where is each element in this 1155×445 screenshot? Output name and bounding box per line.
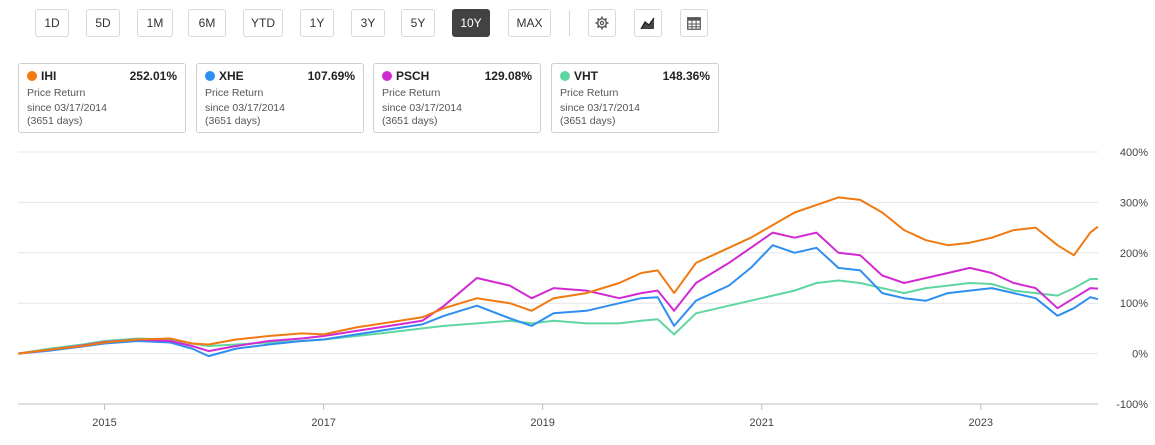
range-1d-button[interactable]: 1D bbox=[35, 9, 69, 37]
ticker-label: XHE bbox=[219, 69, 244, 83]
series-color-dot bbox=[382, 71, 392, 81]
range-ytd-button[interactable]: YTD bbox=[243, 9, 283, 37]
y-tick-label: 200% bbox=[1120, 248, 1148, 260]
series-line-ihi[interactable] bbox=[17, 196, 1099, 355]
toolbar-divider bbox=[569, 10, 570, 36]
x-tick-label: 2021 bbox=[749, 417, 773, 429]
legend-card-ihi[interactable]: IHI 252.01% Price Return since 03/17/201… bbox=[18, 63, 186, 133]
days-count: (3651 days) bbox=[382, 115, 438, 127]
since-date: since 03/17/2014 bbox=[27, 102, 107, 114]
series-color-dot bbox=[560, 71, 570, 81]
y-tick-label: 100% bbox=[1120, 298, 1148, 310]
chart-type-icon bbox=[640, 17, 655, 30]
range-5y-button[interactable]: 5Y bbox=[401, 9, 435, 37]
legend-card-xhe[interactable]: XHE 107.69% Price Return since 03/17/201… bbox=[196, 63, 364, 133]
return-value: 252.01% bbox=[129, 69, 177, 83]
y-tick-label: 300% bbox=[1120, 197, 1148, 209]
table-view-button[interactable] bbox=[680, 9, 708, 37]
since-date: since 03/17/2014 bbox=[205, 102, 285, 114]
return-type-label: Price Return bbox=[382, 87, 441, 99]
toolbar: 1D 5D 1M 6M YTD 1Y 3Y 5Y 10Y MAX bbox=[0, 0, 1155, 48]
return-type-label: Price Return bbox=[205, 87, 264, 99]
return-type-label: Price Return bbox=[27, 87, 86, 99]
since-date: since 03/17/2014 bbox=[382, 102, 462, 114]
days-count: (3651 days) bbox=[27, 115, 83, 127]
range-5d-button[interactable]: 5D bbox=[86, 9, 120, 37]
range-6m-button[interactable]: 6M bbox=[188, 9, 226, 37]
days-count: (3651 days) bbox=[560, 115, 616, 127]
series-color-dot bbox=[27, 71, 37, 81]
range-10y-button[interactable]: 10Y bbox=[452, 9, 490, 37]
series-line-psch[interactable] bbox=[17, 231, 1099, 355]
return-value: 148.36% bbox=[662, 69, 710, 83]
x-tick-label: 2019 bbox=[530, 417, 554, 429]
table-icon bbox=[687, 16, 701, 30]
settings-button[interactable] bbox=[588, 9, 616, 37]
y-tick-label: 0% bbox=[1132, 349, 1148, 361]
return-value: 129.08% bbox=[484, 69, 532, 83]
y-tick-label: 400% bbox=[1120, 147, 1148, 159]
gear-icon bbox=[595, 16, 609, 30]
ticker-label: VHT bbox=[574, 69, 598, 83]
x-tick-label: 2017 bbox=[311, 417, 335, 429]
ticker-label: PSCH bbox=[396, 69, 430, 83]
legend-card-psch[interactable]: PSCH 129.08% Price Return since 03/17/20… bbox=[373, 63, 541, 133]
return-value: 107.69% bbox=[307, 69, 355, 83]
range-3y-button[interactable]: 3Y bbox=[351, 9, 385, 37]
range-max-button[interactable]: MAX bbox=[508, 9, 551, 37]
range-1y-button[interactable]: 1Y bbox=[300, 9, 334, 37]
series-color-dot bbox=[205, 71, 215, 81]
since-date: since 03/17/2014 bbox=[560, 102, 640, 114]
series-line-xhe[interactable] bbox=[17, 244, 1099, 358]
x-tick-label: 2015 bbox=[92, 417, 116, 429]
x-tick-label: 2023 bbox=[969, 417, 993, 429]
return-type-label: Price Return bbox=[560, 87, 619, 99]
chart-type-button[interactable] bbox=[634, 9, 662, 37]
ticker-label: IHI bbox=[41, 69, 57, 83]
y-tick-label: -100% bbox=[1116, 399, 1148, 411]
legend-card-vht[interactable]: VHT 148.36% Price Return since 03/17/201… bbox=[551, 63, 719, 133]
days-count: (3651 days) bbox=[205, 115, 261, 127]
range-1m-button[interactable]: 1M bbox=[137, 9, 173, 37]
series-line-vht[interactable] bbox=[17, 278, 1098, 355]
